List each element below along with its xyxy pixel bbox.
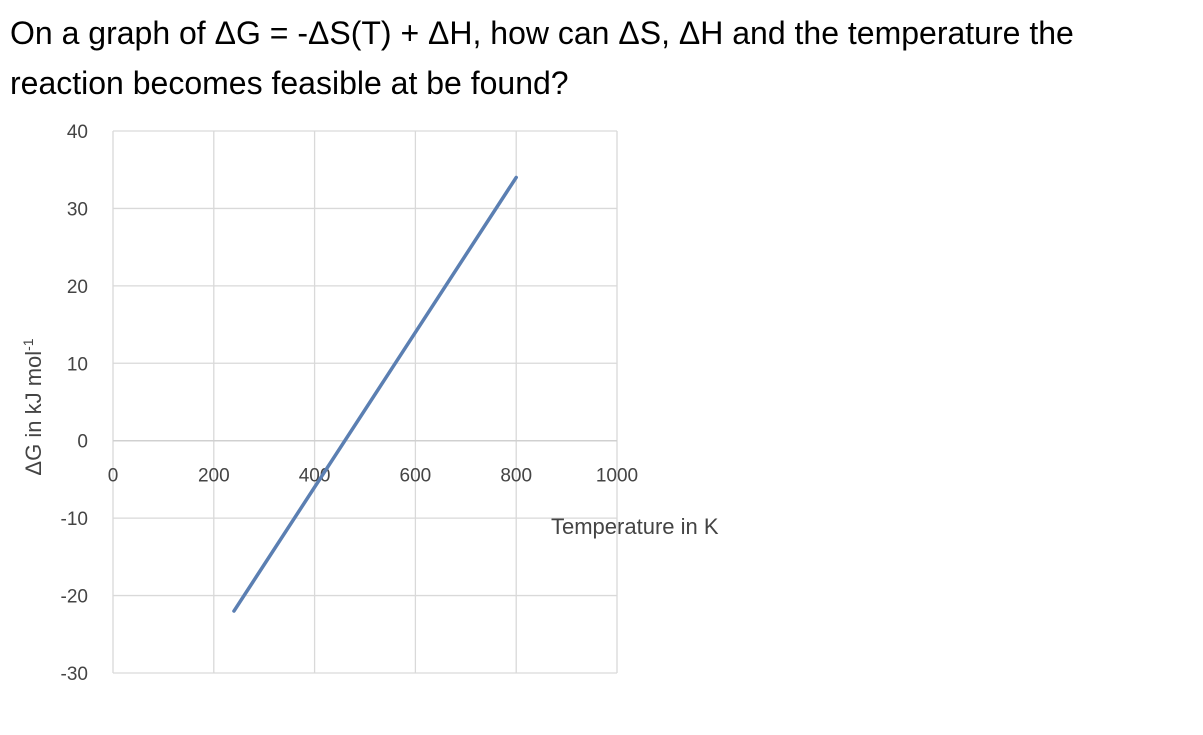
- series: [232, 175, 518, 613]
- y-tick-label: -10: [61, 509, 88, 530]
- y-tick-labels: 40 30 20 10 0 -10 -20 -30: [61, 122, 88, 685]
- y-axis-title-superscript: -1: [20, 338, 36, 351]
- question-text: On a graph of ΔG = -ΔS(T) + ΔH, how can …: [10, 15, 1074, 101]
- x-tick-label: 400: [299, 466, 331, 487]
- x-tick-label: 0: [108, 466, 119, 487]
- y-tick-label: 0: [77, 432, 88, 453]
- y-tick-label: -20: [61, 587, 88, 608]
- y-tick-label: 40: [67, 122, 88, 143]
- y-tick-label: 20: [67, 277, 88, 298]
- x-tick-label: 600: [400, 466, 432, 487]
- y-axis-title: ΔG in kJ mol-1: [20, 338, 46, 475]
- y-tick-label: -30: [61, 664, 88, 685]
- x-axis-title: Temperature in K: [551, 514, 719, 539]
- grid: [112, 130, 618, 674]
- x-tick-label: 1000: [596, 466, 638, 487]
- x-tick-label: 800: [500, 466, 532, 487]
- x-tick-labels: 0 200 400 600 800 1000: [108, 466, 638, 487]
- y-tick-label: 10: [67, 354, 88, 375]
- series-line: [232, 175, 518, 613]
- y-axis-title-main: ΔG in kJ mol: [21, 351, 46, 476]
- x-tick-label: 200: [198, 466, 230, 487]
- y-tick-label: 30: [67, 199, 88, 220]
